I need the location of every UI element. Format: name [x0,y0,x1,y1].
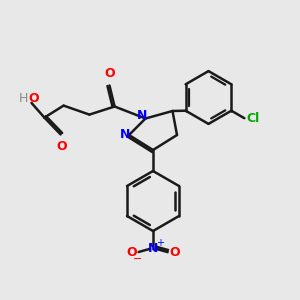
Text: O: O [127,245,137,259]
Text: O: O [56,140,67,153]
Text: N: N [148,242,158,256]
Text: +: + [156,238,164,248]
Text: O: O [29,92,39,105]
Text: N: N [137,109,147,122]
Text: −: − [133,254,142,264]
Text: O: O [169,245,180,259]
Text: H: H [19,92,28,105]
Text: N: N [120,128,130,141]
Text: Cl: Cl [247,112,260,125]
Text: O: O [104,68,115,80]
